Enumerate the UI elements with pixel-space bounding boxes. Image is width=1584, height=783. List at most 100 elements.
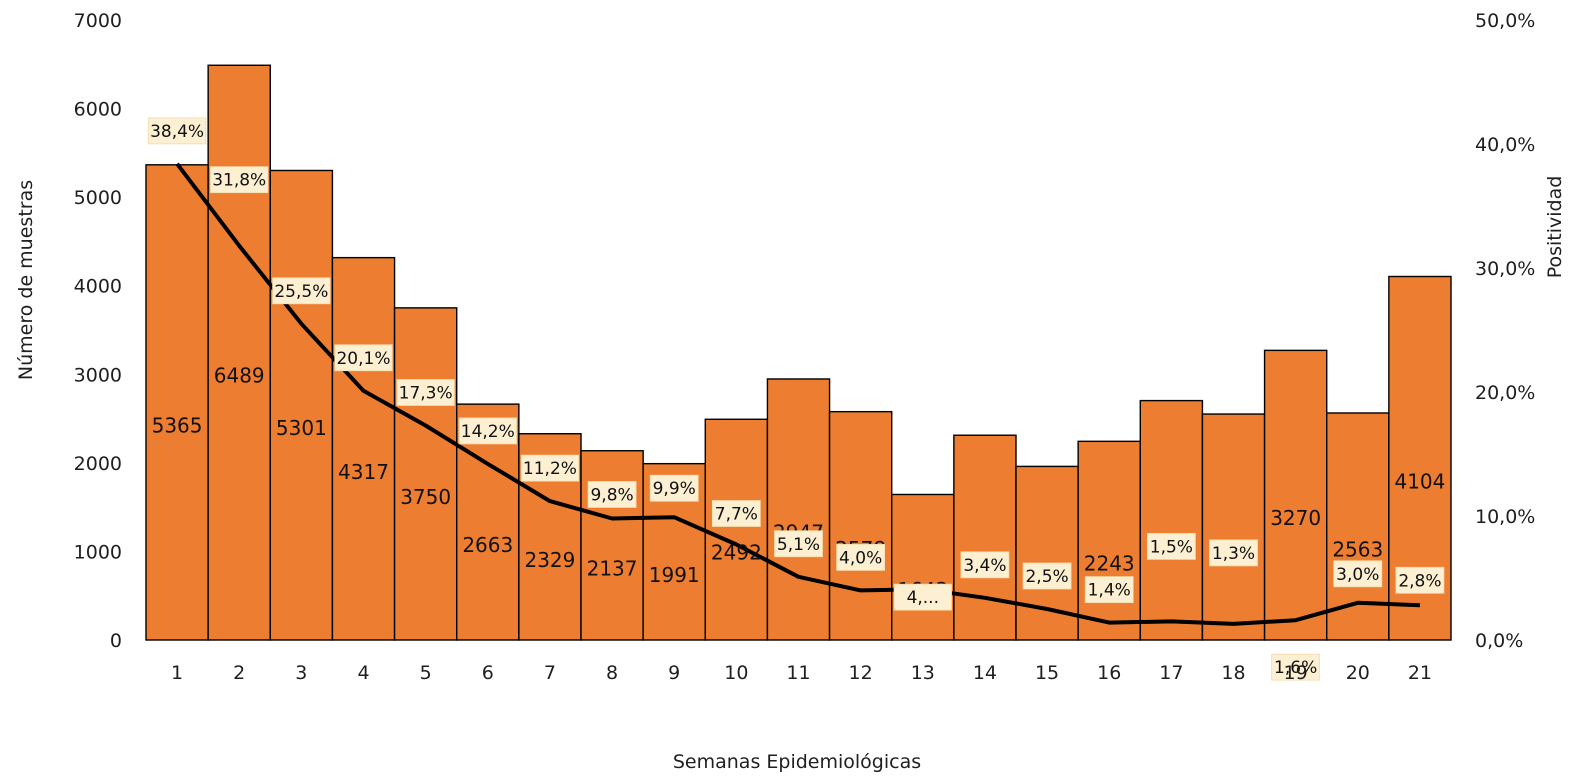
pct-label-box <box>1209 539 1258 567</box>
x-tick-label: 2 <box>233 662 245 684</box>
x-axis-ticks: 1 2 3 4 5 6 7 8 9 10 11 12 13 14 15 16 17 18 19 20 21 <box>171 662 1432 684</box>
pct-label: 1,3% <box>1212 544 1255 564</box>
pct-label-box <box>836 544 886 571</box>
y2-tick-label: 10,0% <box>1475 506 1535 528</box>
pct-label: 31,8% <box>212 171 266 191</box>
pct-label-box <box>587 481 637 508</box>
y-tick-label: 2000 <box>74 453 122 475</box>
x-tick-label: 6 <box>482 662 494 684</box>
bar-value-label: 2137 <box>587 556 638 580</box>
bar-value-label: 3270 <box>1270 506 1321 530</box>
positivity-line <box>175 162 1420 626</box>
y-tick-label: 1000 <box>74 541 122 563</box>
bar-week-4 <box>331 256 396 641</box>
bar-value-label: 2492 <box>711 541 762 565</box>
y-tick-label: 5000 <box>74 187 122 209</box>
y-tick-label: 4000 <box>74 276 122 298</box>
y-tick-label: 6000 <box>74 99 122 121</box>
x-tick-label: 17 <box>1159 662 1183 684</box>
x-tick-label: 7 <box>544 662 556 684</box>
pct-label-box <box>147 117 207 145</box>
y2-tick-label: 30,0% <box>1475 258 1535 280</box>
pct-label: 20,1% <box>336 349 390 369</box>
x-tick-label: 20 <box>1346 662 1370 684</box>
pct-label: 17,3% <box>399 383 453 403</box>
pct-label-box <box>520 454 580 482</box>
x-tick-label: 10 <box>724 662 748 684</box>
positivity-line-group <box>175 162 1420 626</box>
bar-value-label: 2329 <box>524 548 575 572</box>
pct-label-box <box>1084 576 1134 604</box>
pct-label-box <box>1271 653 1321 681</box>
y2-tick-label: 0,0% <box>1475 630 1523 652</box>
pct-label: 25,5% <box>274 282 328 302</box>
x-tick-label: 18 <box>1221 662 1245 684</box>
pct-label-box <box>1333 560 1383 588</box>
pct-label-box <box>960 551 1010 579</box>
y2-axis-ticks: 0,0% 10,0% 20,0% 30,0% 40,0% 50,0% <box>1475 10 1535 652</box>
y-axis-ticks: 0 1000 2000 3000 4000 5000 6000 7000 <box>74 10 122 652</box>
pct-label: 2,8% <box>1398 571 1441 591</box>
pct-label-box <box>458 417 517 445</box>
bar-week-14 <box>953 434 1017 641</box>
pct-label: 2,5% <box>1025 567 1068 587</box>
pct-labels-group: 38,4% 31,8% 25,5% 20,1% 17,3% 14,2% 11,2% 9,8% 9… <box>147 117 1445 681</box>
y-tick-label: 0 <box>110 630 122 652</box>
x-tick-label: 3 <box>295 662 307 684</box>
bar-week-17 <box>1139 399 1204 641</box>
pct-label-box <box>1395 566 1445 594</box>
x-tick-label: 16 <box>1097 662 1121 684</box>
pct-label-box <box>1022 562 1072 590</box>
bar-week-8 <box>580 450 644 641</box>
pct-label-box <box>210 166 269 194</box>
bar-week-5 <box>393 307 458 641</box>
bar-week-19 <box>1263 349 1328 641</box>
pct-label: 14,2% <box>461 422 515 442</box>
pct-label-box <box>711 500 761 527</box>
pct-label: 4,... <box>907 588 939 608</box>
x-tick-label: 9 <box>668 662 680 684</box>
pct-label-box <box>649 474 699 502</box>
bar-value-label: 5365 <box>152 413 203 437</box>
x-tick-label: 5 <box>420 662 432 684</box>
pct-label: 7,7% <box>715 505 758 525</box>
pct-label-box <box>1146 533 1196 560</box>
x-tick-label: 13 <box>911 662 935 684</box>
y2-axis-title: Positividad <box>1544 176 1566 279</box>
bar-value-label: 4104 <box>1394 469 1445 493</box>
bar-week-2 <box>207 64 271 641</box>
pct-label: 5,1% <box>777 535 820 555</box>
y2-tick-label: 40,0% <box>1475 134 1535 156</box>
bar-value-label: 2663 <box>462 533 513 557</box>
x-tick-label: 8 <box>606 662 618 684</box>
bar-value-label: 5301 <box>276 416 327 440</box>
bar-value-label: 4317 <box>338 460 389 484</box>
x-tick-label: 15 <box>1035 662 1059 684</box>
bar-value-label: 1991 <box>649 563 700 587</box>
pct-label-box <box>334 344 393 372</box>
y2-tick-label: 50,0% <box>1475 10 1535 32</box>
bar-week-1 <box>145 164 209 641</box>
pct-label-box <box>396 379 455 406</box>
bar-value-label: 6489 <box>214 364 265 388</box>
y-axis-title: Número de muestras <box>15 180 37 380</box>
x-tick-label: 1 <box>171 662 183 684</box>
pct-label: 3,0% <box>1336 565 1379 585</box>
x-tick-label: 12 <box>849 662 873 684</box>
bar-value-label: 2563 <box>1332 537 1383 561</box>
pct-label: 9,8% <box>590 485 633 505</box>
pct-label-box <box>272 277 331 305</box>
bar-week-13 <box>891 493 955 641</box>
bar-week-3 <box>269 169 334 641</box>
bar-week-10 <box>704 418 769 641</box>
bar-week-18 <box>1201 413 1266 641</box>
x-tick-label: 19 <box>1284 662 1308 684</box>
pct-label: 3,4% <box>963 556 1006 576</box>
x-tick-label: 21 <box>1408 662 1432 684</box>
pct-label: 38,4% <box>150 122 204 142</box>
pct-label: 1,5% <box>1150 537 1193 557</box>
y2-tick-label: 20,0% <box>1475 382 1535 404</box>
bar-value-label: 3750 <box>400 485 451 509</box>
pct-label: 9,9% <box>653 479 696 499</box>
x-axis-title: Semanas Epidemiológicas <box>673 751 921 773</box>
